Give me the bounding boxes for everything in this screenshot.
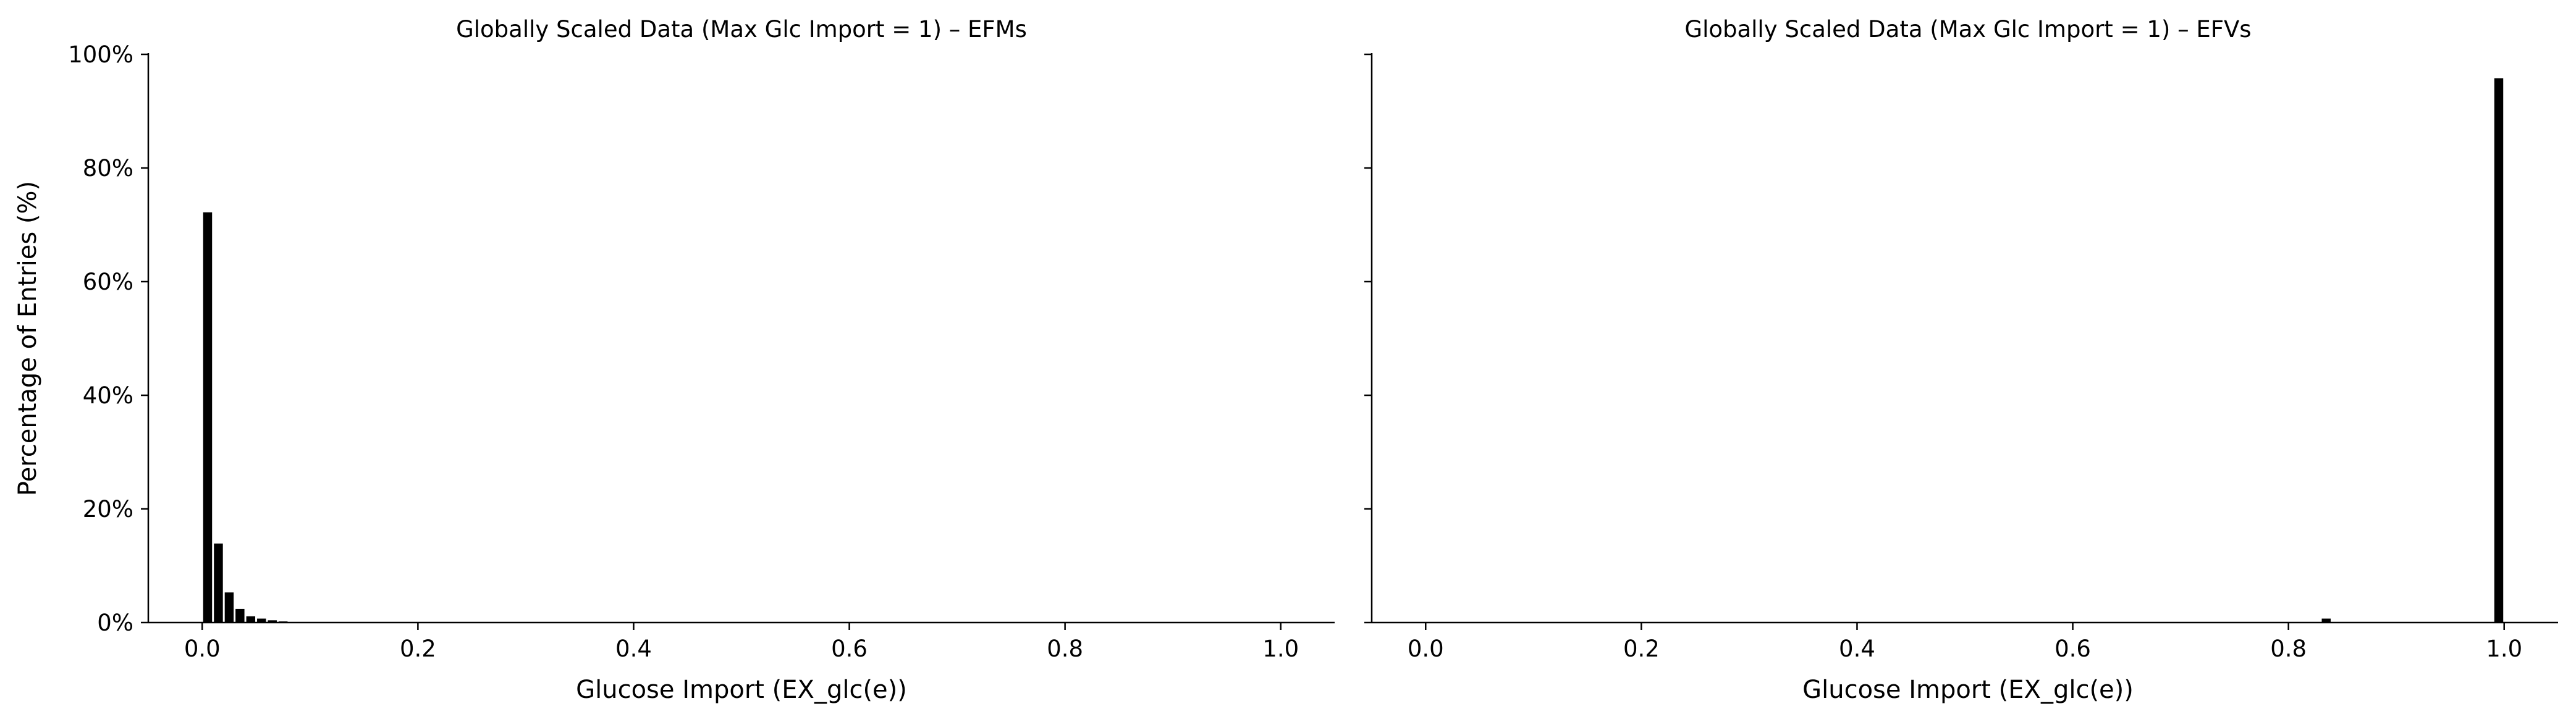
x-tick-label-efvs-3: 0.6: [2054, 636, 2091, 662]
x-tick-label-efms-5: 1.0: [1262, 636, 1299, 662]
bar-efvs-0: [2321, 618, 2331, 623]
x-tick-label-efvs-1: 0.2: [1623, 636, 1660, 662]
bar-efms-1: [214, 544, 223, 623]
x-tick-label-efms-3: 0.6: [831, 636, 868, 662]
y-tick-label-efms-4: 80%: [83, 155, 133, 182]
bar-efms-4: [246, 616, 256, 623]
x-tick-label-efvs-0: 0.0: [1408, 636, 1444, 662]
x-tick-label-efvs-5: 1.0: [2486, 636, 2522, 662]
x-tick-label-efms-4: 0.8: [1047, 636, 1083, 662]
y-tick-label-efms-3: 60%: [83, 269, 133, 295]
chart-title-efvs: Globally Scaled Data (Max Glc Import = 1…: [1684, 16, 2251, 43]
chart-title-efms: Globally Scaled Data (Max Glc Import = 1…: [456, 16, 1027, 43]
x-tick-label-efvs-4: 0.8: [2270, 636, 2307, 662]
x-axis-label-efms: Glucose Import (EX_glc(e)): [576, 676, 907, 704]
bar-efms-0: [203, 212, 213, 623]
y-tick-label-efms-1: 20%: [83, 496, 133, 523]
x-tick-label-efms-1: 0.2: [400, 636, 436, 662]
y-tick-label-efms-2: 40%: [83, 382, 133, 409]
bar-efms-6: [268, 620, 277, 623]
y-tick-label-efms-0: 0%: [97, 610, 133, 636]
x-axis-label-efvs: Glucose Import (EX_glc(e)): [1802, 676, 2134, 704]
bar-efms-5: [257, 618, 266, 623]
bar-efms-3: [235, 608, 245, 623]
bar-efms-2: [224, 592, 234, 623]
y-tick-label-efms-5: 100%: [68, 41, 133, 68]
x-tick-label-efvs-2: 0.4: [1839, 636, 1875, 662]
bar-efvs-1: [2494, 78, 2504, 623]
x-tick-label-efms-2: 0.4: [615, 636, 652, 662]
x-tick-label-efms-0: 0.0: [184, 636, 221, 662]
y-axis-label-efms: Percentage of Entries (%): [14, 181, 42, 496]
